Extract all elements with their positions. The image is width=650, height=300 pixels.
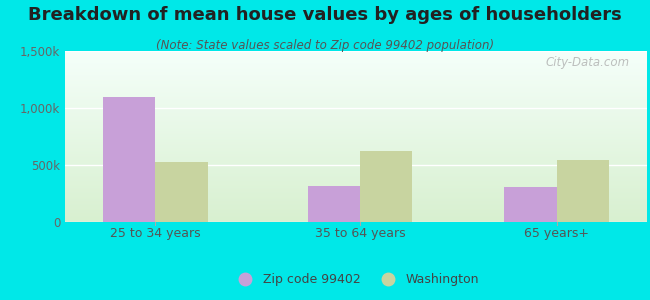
Bar <box>307 185 360 222</box>
Text: (Note: State values scaled to Zip code 99402 population): (Note: State values scaled to Zip code 9… <box>156 39 494 52</box>
Bar <box>103 97 155 222</box>
Bar <box>504 187 556 222</box>
Legend: Zip code 99402, Washington: Zip code 99402, Washington <box>227 268 484 291</box>
Bar <box>556 160 609 222</box>
Text: City-Data.com: City-Data.com <box>545 56 629 69</box>
Bar <box>360 151 412 222</box>
Bar <box>155 162 207 222</box>
Text: Breakdown of mean house values by ages of householders: Breakdown of mean house values by ages o… <box>28 6 622 24</box>
